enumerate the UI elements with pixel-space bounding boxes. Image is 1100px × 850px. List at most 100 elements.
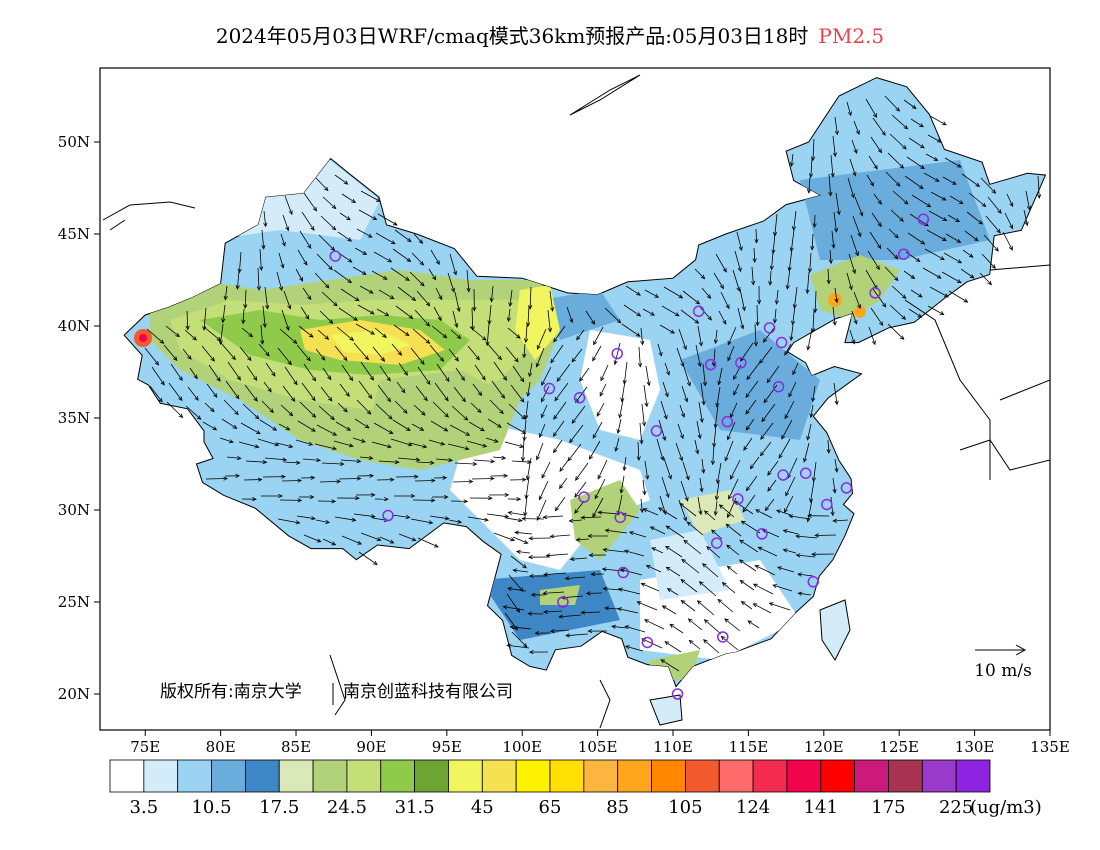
wind-arrow [509,289,513,307]
wind-arrowhead [674,312,680,317]
wind-arrowhead [766,378,771,384]
island-hainan [649,694,683,726]
wind-arrowhead [345,392,350,398]
colorbar-swatch [346,759,382,793]
wind-arrowhead [666,370,670,376]
wind-arrow [781,419,793,440]
wind-arrow [760,441,772,456]
wind-arrow [379,536,394,544]
wind-arrowhead [640,582,646,587]
wind-arrow [810,157,813,178]
colorbar: 3.5 10.5 17.5 24.5 31.5 45 65 85 105 124 141 175 225 [109,759,991,818]
wind-arrowhead [410,493,416,499]
wind-arrow [412,328,430,344]
wind-arrowhead [636,312,642,317]
wind-arrowhead [549,629,555,634]
wind-arrow [526,457,532,480]
wind-arrowhead [666,588,672,593]
colorbar-label: 124 [736,797,770,818]
wind-arrow [617,608,639,614]
wind-arrow [872,288,887,308]
wind-arrow [614,342,621,365]
wind-scale-label: 10 m/s [974,661,1032,681]
wind-arrowhead [812,223,817,229]
wind-arrowhead [664,392,669,398]
latitude-axis: 50N 45N 40N 35N 30N 25N 20N [58,133,100,703]
wind-arrowhead [592,356,597,362]
wind-arrowhead [641,421,647,427]
wind-arrowhead [619,488,624,494]
wind-arrowhead [613,360,618,366]
wind-arrow [352,266,367,275]
wind-arrowhead [740,324,745,330]
wind-arrowhead [425,321,431,327]
wind-arrow [827,268,830,284]
wind-arrowhead [899,164,905,169]
wind-arrow [769,270,772,285]
wind-arrowhead [911,104,917,110]
wind-arrow [352,437,366,443]
wind-arrowhead [442,333,448,339]
wind-arrowhead [403,371,408,376]
wind-arrow [354,247,367,255]
wind-arrowhead [650,311,655,316]
station-marker [704,358,717,371]
wind-arrow [453,386,466,402]
wind-arrowhead [918,184,924,190]
wind-arrowhead [516,497,522,502]
wind-arrowhead [463,499,469,504]
wind-arrowhead [751,280,756,286]
wind-arrowhead [733,375,738,381]
wind-arrowhead [645,475,650,480]
wind-arrow [949,195,964,205]
wind-arrow [596,402,605,417]
station-marker [641,636,654,649]
wind-arrowhead [805,289,810,295]
wind-arrow [507,644,530,649]
wind-arrowhead [480,427,485,432]
wind-arrowhead [733,390,738,396]
wind-arrow [617,418,622,434]
wind-arrow [727,345,735,361]
wind-arrowhead [694,319,700,324]
wind-arrowhead [941,236,947,241]
wind-arrowhead [917,293,923,298]
wind-arrow [263,381,272,393]
wind-arrowhead [852,171,857,177]
wind-arrowhead [920,164,925,170]
wind-arrowhead [703,639,708,644]
wind-arrow [715,329,718,344]
wind-arrow [910,118,924,128]
wind-arrow [493,532,515,541]
wind-arrowhead [332,431,338,436]
wind-arrow [682,461,690,480]
wind-arrow [889,304,906,320]
wind-arrowhead [386,376,391,382]
wind-arrowhead [685,475,690,481]
wind-arrowhead [527,459,532,465]
wind-arrow [637,441,640,461]
wind-arrowhead [261,245,266,250]
wind-arrowhead [875,265,880,271]
wind-arrowhead [382,333,387,338]
wind-arrow [784,495,794,513]
wind-arrowhead [831,244,836,249]
wind-arrowhead [472,461,478,466]
wind-arrowhead [361,270,367,275]
colorbar-swatch [312,759,348,793]
wind-arrow [510,384,525,403]
wind-arrow [623,361,628,384]
wind-arrow [629,531,647,538]
wind-arrow [392,419,411,431]
wind-arrow [202,421,217,431]
wind-arrow [317,329,329,340]
wind-arrowhead [346,426,352,431]
wind-arrowhead [348,443,354,448]
wind-arrow [372,346,385,362]
wind-arrow [771,251,774,270]
wind-arrow [724,618,741,632]
colorbar-swatch [481,759,517,793]
wind-arrow [303,192,317,212]
wind-arrowhead [811,397,816,403]
wind-arrowhead [808,173,814,179]
